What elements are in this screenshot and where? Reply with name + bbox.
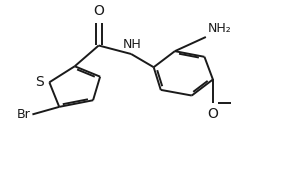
Text: S: S [35,75,44,89]
Text: NH₂: NH₂ [207,22,231,35]
Text: O: O [208,107,218,121]
Text: Br: Br [16,108,30,121]
Text: O: O [93,4,104,18]
Text: NH: NH [122,38,141,51]
